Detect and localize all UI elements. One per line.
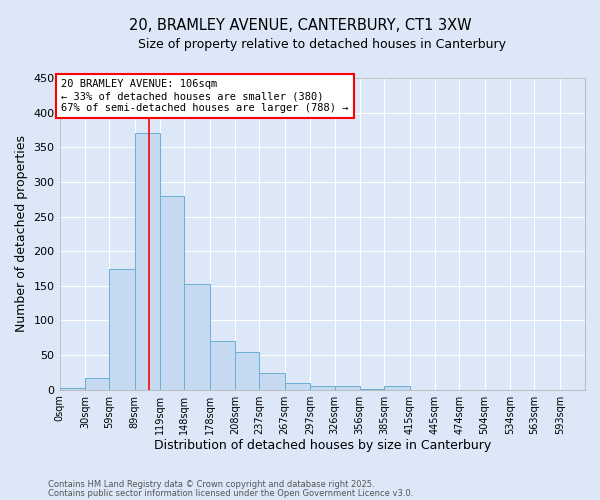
Bar bbox=[209, 341, 235, 390]
X-axis label: Distribution of detached houses by size in Canterbury: Distribution of detached houses by size … bbox=[154, 440, 491, 452]
Bar bbox=[134, 134, 160, 390]
Bar bbox=[335, 386, 360, 390]
Text: Contains public sector information licensed under the Open Government Licence v3: Contains public sector information licen… bbox=[48, 488, 413, 498]
Bar bbox=[360, 389, 384, 390]
Bar bbox=[310, 386, 335, 390]
Y-axis label: Number of detached properties: Number of detached properties bbox=[15, 136, 28, 332]
Bar bbox=[384, 386, 410, 390]
Bar bbox=[85, 378, 109, 390]
Bar bbox=[235, 352, 259, 390]
Text: 20 BRAMLEY AVENUE: 106sqm
← 33% of detached houses are smaller (380)
67% of semi: 20 BRAMLEY AVENUE: 106sqm ← 33% of detac… bbox=[61, 80, 349, 112]
Bar bbox=[285, 384, 310, 390]
Bar bbox=[160, 196, 184, 390]
Bar bbox=[184, 284, 209, 390]
Bar bbox=[109, 268, 134, 390]
Bar bbox=[259, 373, 285, 390]
Text: 20, BRAMLEY AVENUE, CANTERBURY, CT1 3XW: 20, BRAMLEY AVENUE, CANTERBURY, CT1 3XW bbox=[128, 18, 472, 32]
Title: Size of property relative to detached houses in Canterbury: Size of property relative to detached ho… bbox=[138, 38, 506, 51]
Text: Contains HM Land Registry data © Crown copyright and database right 2025.: Contains HM Land Registry data © Crown c… bbox=[48, 480, 374, 489]
Bar bbox=[59, 388, 85, 390]
